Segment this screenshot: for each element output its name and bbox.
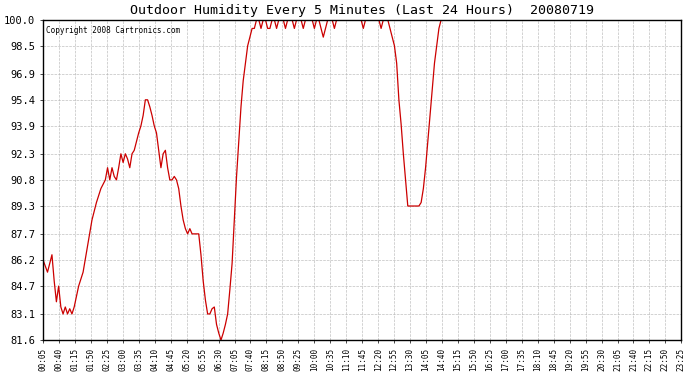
Title: Outdoor Humidity Every 5 Minutes (Last 24 Hours)  20080719: Outdoor Humidity Every 5 Minutes (Last 2… [130,4,594,17]
Text: Copyright 2008 Cartronics.com: Copyright 2008 Cartronics.com [46,26,180,35]
